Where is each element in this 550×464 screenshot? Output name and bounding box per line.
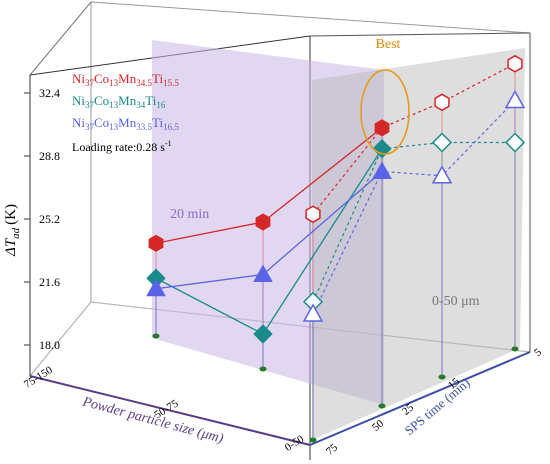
data-point-filled xyxy=(253,324,273,344)
data-point-filled xyxy=(146,278,166,297)
y-axis-line xyxy=(309,351,531,446)
x-axis-label: Powder particle size (μm) xyxy=(80,394,225,446)
data-point-open xyxy=(302,303,324,322)
data-point-open xyxy=(434,93,450,112)
data-point-open xyxy=(305,205,321,224)
data-point-open xyxy=(507,54,523,73)
data-point-filled xyxy=(148,234,164,252)
legend-item: Ni37Co13Mn34Ti16 xyxy=(72,93,166,110)
series-line-time xyxy=(312,141,515,302)
data-point-open xyxy=(504,89,526,109)
series-markers xyxy=(146,54,526,344)
twenty-min-label: 20 min xyxy=(170,207,209,222)
data-point-open xyxy=(431,132,453,153)
box-top-right xyxy=(309,32,531,37)
x-tick-label: 0-50 xyxy=(283,433,307,454)
y-tick-label: 5 xyxy=(532,346,544,359)
x-tick-label: 75-150 xyxy=(22,364,55,391)
plane-0-50 xyxy=(312,48,525,440)
z-axis-label: ΔTad(K) xyxy=(3,204,22,257)
y-tick-label: 50 xyxy=(370,417,387,434)
z-tick-label: 21.6 xyxy=(39,275,60,289)
data-point-filled xyxy=(372,161,392,179)
data-point-filled xyxy=(374,119,390,137)
series-line-time xyxy=(312,63,516,215)
box-left-wall xyxy=(29,0,92,378)
size-range-label: 0-50 μm xyxy=(432,294,480,309)
z-tick-label: 32.4 xyxy=(39,86,60,100)
z-tick-label: 18.0 xyxy=(39,338,60,352)
data-point-filled xyxy=(255,213,271,231)
series-line-time xyxy=(312,100,516,315)
data-point-open xyxy=(431,165,453,184)
z-tick-label: 25.2 xyxy=(39,212,60,226)
y-tick-label: 75 xyxy=(324,441,341,458)
x-axis-line xyxy=(29,375,311,446)
z-tick-label: 28.8 xyxy=(39,149,60,163)
legend-item: Ni37Co13Mn34.5Ti15.5 xyxy=(72,71,179,88)
legend-note: Loading rate:0.28 s-1 xyxy=(72,139,172,154)
legend: Ni37Co13Mn34.5Ti15.5 Ni37Co13Mn34Ti16 Ni37… xyxy=(72,71,179,132)
best-label: Best xyxy=(376,37,401,52)
z-tick-group: 18.0 21.6 25.2 28.8 32.4 xyxy=(24,86,60,352)
data-point-open xyxy=(504,132,526,153)
best-highlight-ellipse xyxy=(360,69,410,155)
data-point-filled xyxy=(253,264,273,282)
legend-item: Ni37Co13Mn33.5Ti16.5 xyxy=(72,115,179,132)
